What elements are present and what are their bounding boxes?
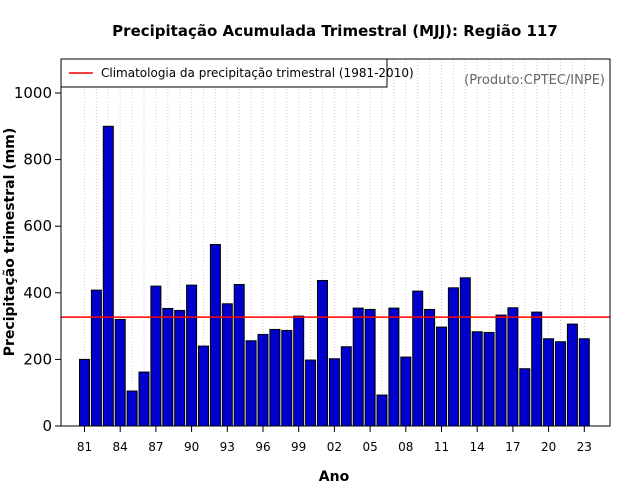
bar: [436, 326, 447, 427]
bar: [578, 338, 590, 427]
bar: [245, 340, 257, 427]
x-axis-label: Ano: [319, 469, 350, 485]
bar: [102, 125, 114, 427]
chart-title: Precipitação Acumulada Trimestral (MJJ):…: [112, 22, 558, 40]
bar: [412, 290, 424, 427]
watermark: (Produto:CPTEC/INPE): [464, 73, 605, 88]
bar: [424, 308, 436, 427]
bar: [543, 338, 555, 427]
x-tick-label: 84: [113, 440, 128, 454]
legend-label: Climatologia da precipitação trimestral …: [101, 66, 414, 80]
y-tick-label: 200: [23, 350, 52, 368]
bar: [126, 390, 138, 427]
bar: [483, 331, 495, 427]
x-tick-label: 02: [327, 440, 342, 454]
bar: [269, 328, 281, 427]
y-axis: 0 200 400 600 800 1000: [14, 84, 61, 435]
bar: [519, 368, 531, 427]
bar: [79, 358, 90, 427]
bar: [388, 307, 400, 427]
bar: [459, 277, 471, 427]
x-tick-label: 11: [434, 440, 449, 454]
y-tick-label: 600: [23, 217, 52, 235]
x-tick-label: 81: [77, 440, 92, 454]
bar: [138, 371, 150, 427]
x-tick-label: 20: [541, 440, 556, 454]
bar: [531, 311, 543, 427]
bar: [114, 318, 126, 427]
bar: [317, 279, 328, 427]
bar: [221, 303, 233, 427]
bar: [209, 244, 221, 427]
bar: [257, 333, 269, 427]
bar: [150, 285, 162, 427]
bar: [447, 287, 459, 427]
x-tick-label: 08: [398, 440, 413, 454]
bar: [507, 307, 519, 427]
bar: [471, 331, 483, 427]
x-tick-label: 23: [577, 440, 592, 454]
legend-box: [60, 58, 388, 88]
bar: [233, 283, 245, 427]
bar: [293, 315, 305, 427]
x-tick-label: 17: [505, 440, 520, 454]
bar: [352, 307, 364, 427]
bar: [186, 284, 198, 427]
bar: [281, 329, 293, 427]
y-tick-label: 0: [42, 417, 52, 435]
bar: [162, 307, 174, 427]
x-axis: 81 84 87 90 93 96 99 02 05 08 11 14 17 20 23: [77, 426, 592, 454]
bar: [328, 358, 340, 427]
bars: [79, 125, 590, 427]
bar: [198, 345, 209, 427]
bar: [174, 309, 186, 427]
x-tick-label: 14: [470, 440, 485, 454]
x-tick-label: 87: [148, 440, 163, 454]
y-axis-label: Precipitação trimestral (mm): [2, 128, 18, 356]
x-tick-label: 90: [184, 440, 199, 454]
bar: [376, 394, 388, 427]
bar: [495, 314, 507, 427]
x-tick-label: 93: [220, 440, 235, 454]
x-tick-label: 99: [291, 440, 306, 454]
bar: [400, 356, 412, 427]
x-tick-label: 96: [255, 440, 270, 454]
bar: [340, 346, 352, 427]
bar: [555, 341, 566, 427]
bar: [90, 289, 102, 427]
y-tick-label: 800: [23, 151, 52, 169]
grid: [84, 59, 585, 426]
bar: [566, 323, 578, 427]
y-tick-label: 1000: [14, 84, 52, 102]
bar: [305, 359, 317, 427]
x-tick-label: 05: [362, 440, 377, 454]
bar: [364, 308, 376, 427]
y-tick-label: 400: [23, 284, 52, 302]
legend: Climatologia da precipitação trimestral …: [60, 58, 414, 88]
